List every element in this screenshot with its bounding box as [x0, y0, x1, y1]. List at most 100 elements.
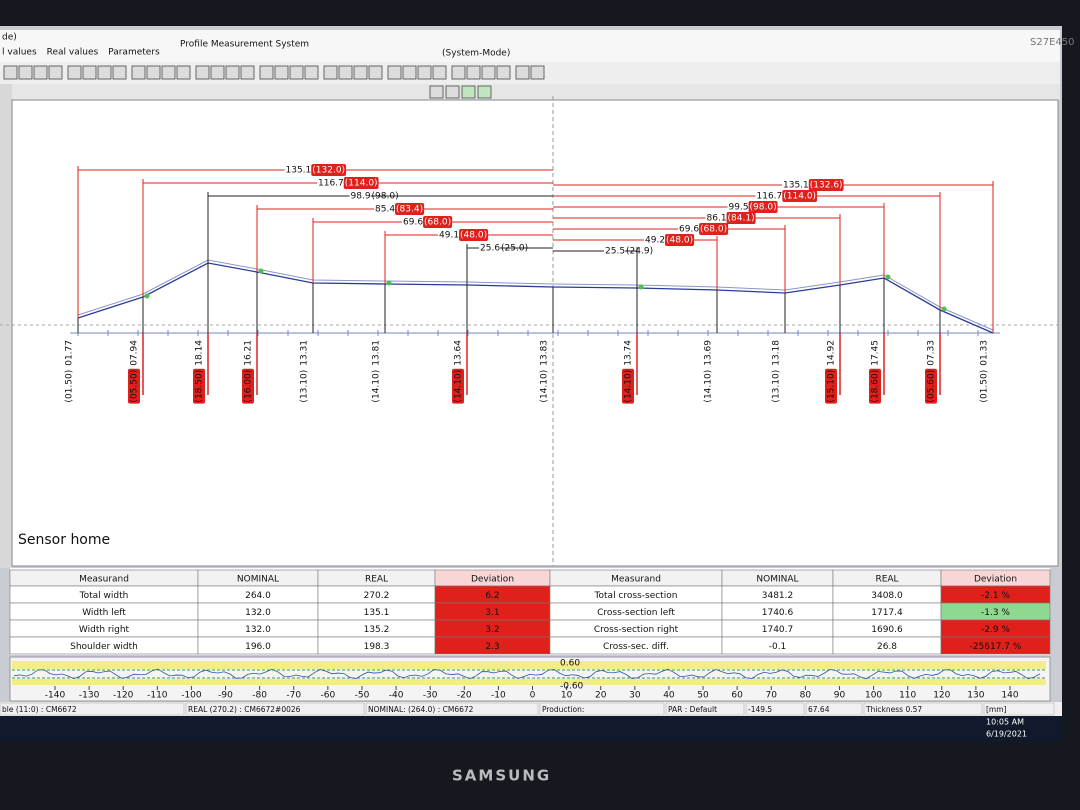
station-highlight: [452, 368, 464, 404]
toolbar-button[interactable]: [210, 65, 225, 80]
strip-x-label: -30: [423, 691, 438, 701]
dimension-nominal: (114.0): [345, 179, 378, 189]
dimension-nominal: (68.0): [700, 225, 727, 235]
dimension-highlight: [726, 212, 756, 224]
strip-x-label: -40: [389, 691, 404, 701]
table-value: Total cross-section: [594, 591, 678, 601]
dimension-nominal: (48.0): [460, 231, 487, 241]
toolbar-button[interactable]: [432, 65, 447, 80]
toolbar-button[interactable]: [48, 65, 63, 80]
label-bg: [374, 203, 396, 215]
toolbar-button[interactable]: [97, 65, 112, 80]
station-nominal: (14.10): [372, 370, 382, 403]
toolbar-button[interactable]: [466, 65, 481, 80]
toolbar-button[interactable]: [289, 65, 304, 80]
table-value: 3408.0: [871, 591, 903, 601]
measure-point: [144, 293, 150, 299]
station-highlight: [869, 368, 881, 404]
strip-x-label: -100: [181, 691, 202, 701]
toolbar-button[interactable]: [515, 65, 530, 80]
clock-time: 10:05 AM: [986, 718, 1024, 727]
strip-x-label: -80: [252, 691, 267, 701]
table-header: REAL: [875, 575, 898, 585]
table-value: -2.9 %: [981, 625, 1010, 635]
toolbar-button[interactable]: [225, 65, 240, 80]
table-value: 1690.6: [871, 625, 903, 635]
dimension-highlight: [423, 216, 453, 228]
label-bg: [604, 245, 626, 257]
toolbar-button[interactable]: [274, 65, 289, 80]
toolbar-button[interactable]: [304, 65, 319, 80]
clock-date: 6/19/2021: [986, 730, 1027, 739]
dimension-real: 99.5: [729, 203, 749, 213]
toolbar-button[interactable]: [131, 65, 146, 80]
toolbar-button[interactable]: [387, 65, 402, 80]
toolbar-button[interactable]: [67, 65, 82, 80]
toolbar-button[interactable]: [33, 65, 48, 80]
menu-item[interactable]: Parameters: [108, 48, 160, 58]
toolbar-button[interactable]: [429, 85, 444, 99]
station-real: 07.94: [130, 340, 140, 366]
dimension-nominal: (68.0): [424, 218, 451, 228]
dimension-nominal: (114.0): [783, 192, 816, 202]
toolbar-button[interactable]: [323, 65, 338, 80]
toolbar-button[interactable]: [176, 65, 191, 80]
station-real: 18.14: [195, 340, 205, 366]
dimension-real: 116.7: [318, 179, 344, 189]
station-nominal: (14.10): [624, 370, 634, 403]
menu-item[interactable]: Real values: [47, 48, 99, 58]
toolbar-button[interactable]: [112, 65, 127, 80]
toolbar-button[interactable]: [451, 65, 466, 80]
station-real: 16.21: [244, 340, 254, 366]
toolbar-button[interactable]: [353, 65, 368, 80]
table-value: 3.2: [485, 625, 499, 635]
side-panel: [0, 84, 12, 568]
toolbar-button[interactable]: [3, 65, 18, 80]
toolbar-button[interactable]: [240, 65, 255, 80]
table-value: Shoulder width: [70, 642, 138, 652]
toolbar-row-2: [0, 84, 1060, 100]
strip-x-label: -140: [45, 691, 66, 701]
menu-item[interactable]: l values: [2, 48, 37, 58]
toolbar-button[interactable]: [477, 85, 492, 99]
station-highlight: [193, 368, 205, 404]
station-nominal: (16.00): [244, 370, 254, 403]
toolbar-button[interactable]: [146, 65, 161, 80]
table-value: 196.0: [245, 642, 271, 652]
dimension-real: 25.5: [605, 247, 625, 257]
toolbar-button[interactable]: [481, 65, 496, 80]
toolbar-button[interactable]: [368, 65, 383, 80]
label-bg: [644, 234, 666, 246]
toolbar-button[interactable]: [82, 65, 97, 80]
dimension-nominal: (98.0): [372, 192, 399, 202]
table-value: -0.1: [769, 642, 787, 652]
dimension-real: 85.4: [375, 205, 395, 215]
station-real: 01.77: [65, 340, 75, 366]
strip-x-label: 10: [561, 691, 573, 701]
label-bg: [755, 190, 783, 202]
strip-x-label: 90: [834, 691, 846, 701]
toolbar-button[interactable]: [530, 65, 545, 80]
toolbar-button[interactable]: [496, 65, 511, 80]
toolbar-button[interactable]: [195, 65, 210, 80]
station-real: 14.92: [827, 340, 837, 366]
dimension-highlight: [459, 229, 489, 241]
status-field: [983, 702, 1055, 716]
toolbar-button[interactable]: [402, 65, 417, 80]
station-real: 17.45: [871, 340, 881, 366]
station-real: 13.83: [540, 340, 550, 366]
station-nominal: (15.10): [827, 370, 837, 403]
toolbar-button[interactable]: [161, 65, 176, 80]
table-header: Measurand: [79, 575, 129, 585]
toolbar-button[interactable]: [461, 85, 476, 99]
toolbar-button[interactable]: [445, 85, 460, 99]
dimension-real: 116.7: [757, 192, 783, 202]
toolbar-button[interactable]: [417, 65, 432, 80]
toolbar-button[interactable]: [259, 65, 274, 80]
station-real: 13.81: [372, 340, 382, 366]
toolbar-button[interactable]: [18, 65, 33, 80]
strip-x-label: 0: [530, 691, 536, 701]
toolbar-button[interactable]: [338, 65, 353, 80]
tolerance-band: [12, 661, 1046, 669]
table-value: 1740.7: [762, 625, 794, 635]
